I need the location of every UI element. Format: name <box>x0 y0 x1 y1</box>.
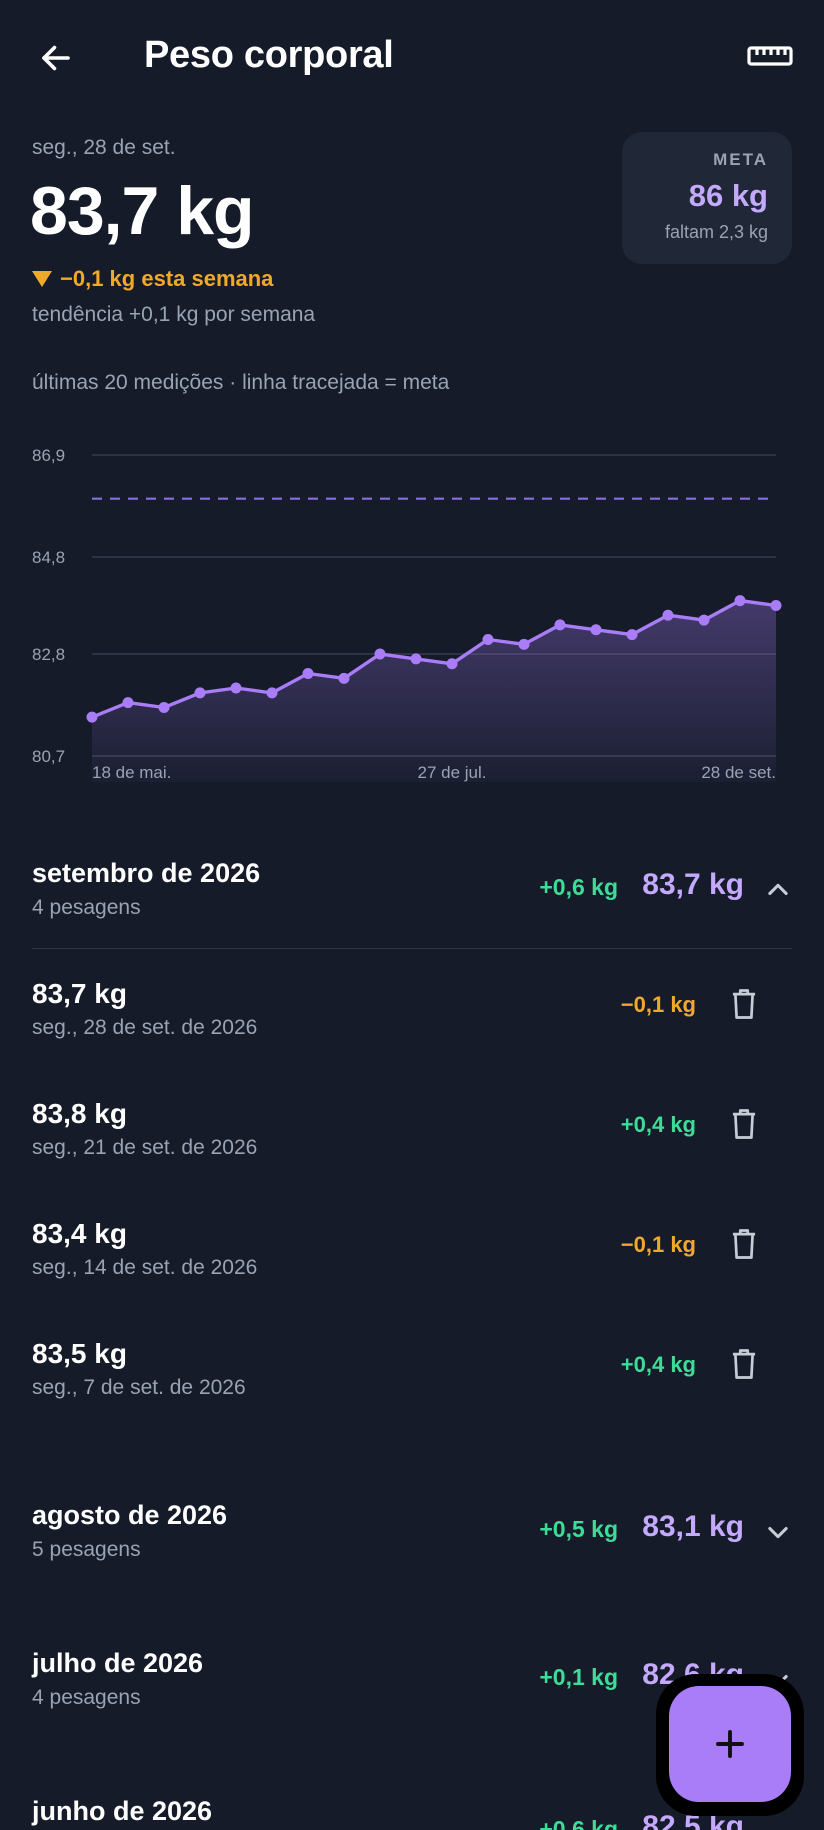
entry-weight: 83,4 kg <box>32 1218 127 1249</box>
plus-icon <box>716 1730 744 1758</box>
weight-chart: 86,9 84,8 82,8 80,7 18 de mai. 27 de jul. 28 … <box>32 446 782 782</box>
weight-series-line <box>91 598 777 719</box>
delete-button[interactable] <box>724 1344 764 1384</box>
ruler-button[interactable] <box>738 30 802 82</box>
entry-date: seg., 21 de set. de 2026 <box>32 1136 258 1159</box>
goal-card[interactable]: META 86 kg faltam 2,3 kg <box>622 132 792 264</box>
entry-delta: +0,4 kg <box>620 1352 696 1377</box>
page-title: Peso corporal <box>144 34 394 76</box>
data-point <box>662 609 674 621</box>
back-button[interactable] <box>28 30 84 86</box>
data-point <box>86 711 98 723</box>
data-point <box>266 687 278 699</box>
month-count: 5 pesagens <box>32 1538 141 1561</box>
list-item: 83,4 kg seg., 14 de set. de 2026 −0,1 kg <box>0 1218 824 1318</box>
data-point <box>626 629 638 641</box>
month-change: +0,1 kg <box>539 1664 618 1690</box>
trend-text: tendência +0,1 kg por semana <box>32 303 316 326</box>
triangle-down-icon <box>32 271 52 287</box>
month-header-agosto[interactable]: agosto de 2026 5 pesagens +0,5 kg 83,1 k… <box>0 1500 824 1590</box>
data-point <box>590 624 602 636</box>
entry-date: seg., 14 de set. de 2026 <box>32 1256 258 1279</box>
data-point <box>554 619 566 631</box>
goal-remaining: faltam 2,3 kg <box>664 222 768 242</box>
list-item: 83,7 kg seg., 28 de set. de 2026 −0,1 kg <box>0 978 824 1078</box>
current-date: seg., 28 de set. <box>32 136 176 159</box>
entry-weight: 83,8 kg <box>32 1098 127 1129</box>
data-point <box>734 595 746 607</box>
month-average: 83,7 kg <box>642 868 744 901</box>
delete-button[interactable] <box>724 1224 764 1264</box>
month-name: agosto de 2026 <box>32 1500 228 1530</box>
month-change: +0,6 kg <box>539 1816 618 1830</box>
trash-icon <box>732 989 756 1019</box>
month-name: junho de 2026 <box>32 1796 213 1826</box>
chevron-up-icon <box>768 883 788 896</box>
add-weight-button[interactable] <box>669 1686 791 1802</box>
month-change: +0,5 kg <box>539 1516 618 1542</box>
section-divider <box>32 948 792 949</box>
trash-icon <box>732 1229 756 1259</box>
month-count: 4 pesagens <box>32 896 141 919</box>
entry-delta: −0,1 kg <box>620 992 696 1017</box>
entry-delta: +0,4 kg <box>620 1112 696 1137</box>
entry-weight: 83,7 kg <box>32 978 127 1009</box>
data-point <box>194 687 206 699</box>
trash-icon <box>732 1109 756 1139</box>
list-item: 83,5 kg seg., 7 de set. de 2026 +0,4 kg <box>0 1338 824 1438</box>
ruler-icon <box>747 46 793 66</box>
x-tick-label: 27 de jul. <box>418 763 487 782</box>
data-point <box>122 697 134 709</box>
y-tick-label: 84,8 <box>32 548 65 567</box>
data-point <box>158 701 170 713</box>
month-count: 4 pesagens <box>32 1686 141 1709</box>
month-average: 83,1 kg <box>642 1510 744 1543</box>
trash-icon <box>732 1349 756 1379</box>
chart-caption: últimas 20 medições · linha tracejada = … <box>32 371 450 394</box>
entry-date: seg., 7 de set. de 2026 <box>32 1376 246 1399</box>
data-point <box>698 614 710 626</box>
entry-delta: −0,1 kg <box>620 1232 696 1257</box>
week-change-text: −0,1 kg esta semana <box>60 266 274 291</box>
chart-area <box>92 600 776 782</box>
x-tick-label: 28 de set. <box>701 763 776 782</box>
data-point <box>302 667 314 679</box>
week-change: −0,1 kg esta semana <box>32 266 273 292</box>
data-point <box>230 682 242 694</box>
y-tick-label: 86,9 <box>32 446 65 465</box>
chevron-down-icon <box>768 1526 788 1539</box>
month-name: julho de 2026 <box>32 1648 204 1678</box>
month-name: setembro de 2026 <box>32 858 261 888</box>
x-tick-label: 18 de mai. <box>92 763 171 782</box>
data-point <box>374 648 386 660</box>
goal-value: 86 kg <box>688 178 768 213</box>
delete-button[interactable] <box>724 1104 764 1144</box>
month-change: +0,6 kg <box>539 874 618 900</box>
data-point <box>446 658 458 670</box>
data-point <box>482 633 494 645</box>
entry-date: seg., 28 de set. de 2026 <box>32 1016 258 1039</box>
y-tick-label: 82,8 <box>32 645 65 664</box>
y-tick-label: 80,7 <box>32 747 65 766</box>
arrow-left-icon <box>42 45 70 71</box>
data-point <box>338 672 350 684</box>
list-item: 83,8 kg seg., 21 de set. de 2026 +0,4 kg <box>0 1098 824 1198</box>
current-weight: 83,7 kg <box>30 173 255 249</box>
month-header-setembro[interactable]: setembro de 2026 4 pesagens +0,6 kg 83,7… <box>0 858 824 948</box>
month-header-junho[interactable]: junho de 2026 +0,6 kg 82,5 kg <box>0 1796 824 1830</box>
goal-label: META <box>713 150 768 169</box>
delete-button[interactable] <box>724 984 764 1024</box>
data-point <box>770 600 782 611</box>
data-point <box>410 653 422 665</box>
entry-weight: 83,5 kg <box>32 1338 127 1369</box>
data-point <box>518 638 530 650</box>
